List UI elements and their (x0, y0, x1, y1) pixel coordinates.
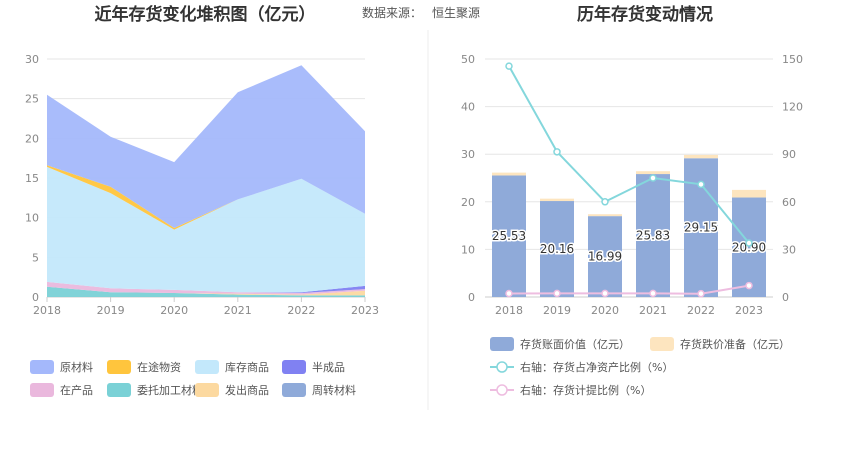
y-left-tick-label: 10 (461, 243, 475, 256)
legend-label: 委托加工材料 (137, 383, 203, 397)
line-series (508, 65, 750, 244)
legend-label: 库存商品 (225, 360, 269, 374)
x-tick-label: 2021 (224, 304, 252, 317)
line-point (745, 281, 753, 290)
legend-swatch (107, 360, 131, 374)
line-point (697, 289, 705, 298)
y-left-tick-label: 50 (461, 53, 475, 66)
area-series (47, 166, 365, 293)
x-tick-label: 2019 (97, 304, 125, 317)
legend-label: 半成品 (312, 360, 345, 374)
bar-impairment (588, 214, 622, 217)
legend-label: 右轴：存货计提比例（%） (520, 383, 651, 397)
bar-impairment (684, 154, 718, 159)
bar-value-label: 20.16 (540, 242, 574, 256)
legend-label: 在途物资 (137, 360, 181, 374)
data-source-name: 恒生聚源 (432, 6, 480, 20)
bar-impairment (732, 189, 766, 198)
x-tick-label: 2018 (33, 304, 61, 317)
y-tick-label: 0 (32, 291, 39, 304)
bar-book-value (588, 216, 622, 297)
bar-impairment (636, 171, 670, 175)
legend-swatch (650, 337, 674, 351)
y-left-tick-label: 0 (468, 291, 475, 304)
x-tick-label: 2019 (543, 304, 571, 317)
legend-label: 发出商品 (225, 383, 269, 397)
x-tick-label: 2020 (591, 304, 619, 317)
x-tick-label: 2023 (735, 304, 763, 317)
bar-impairment (540, 198, 574, 202)
legend-swatch (282, 383, 306, 397)
line-point (601, 198, 609, 206)
y-right-tick-label: 120 (782, 101, 803, 114)
legend-swatch (490, 337, 514, 351)
bar-book-value (492, 175, 526, 297)
line-point (601, 289, 609, 298)
line-point (649, 174, 657, 182)
bar-line-chart: 0 0 10 30 20 60 30 90 40 120 50 150 25.53 2018 20.16 20… (461, 53, 803, 397)
y-right-tick-label: 150 (782, 53, 803, 66)
legend-swatch (30, 360, 54, 374)
y-right-tick-label: 60 (782, 196, 796, 209)
legend-label: 周转材料 (312, 383, 356, 397)
y-tick-label: 30 (25, 53, 39, 66)
data-source-label: 数据来源： (362, 5, 422, 20)
legend-label: 存货账面价值（亿元） (520, 337, 630, 351)
x-tick-label: 2022 (287, 304, 315, 317)
x-tick-label: 2018 (495, 304, 523, 317)
line-series (508, 284, 750, 295)
line-point (745, 239, 753, 247)
stacked-area-chart: 0510152025302018 2019 2020 2021 2022 2023原材料在… (25, 53, 379, 397)
y-right-tick-label: 30 (782, 243, 796, 256)
legend-label: 原材料 (60, 360, 93, 374)
x-tick-label: 2021 (639, 304, 667, 317)
bar-value-label: 25.83 (636, 229, 670, 243)
bar-book-value (732, 197, 766, 297)
y-right-tick-label: 0 (782, 291, 789, 304)
bar-value-label: 29.15 (684, 221, 718, 235)
y-left-tick-label: 30 (461, 148, 475, 161)
legend-label: 在产品 (60, 383, 93, 397)
legend-label: 存货跌价准备（亿元） (680, 337, 790, 351)
bar-value-label: 20.90 (732, 240, 766, 254)
left-chart-title: 近年存货变化堆积图（亿元） (95, 4, 316, 25)
y-tick-label: 5 (32, 251, 39, 264)
legend-swatch (30, 383, 54, 397)
y-right-tick-label: 90 (782, 148, 796, 161)
line-point (553, 289, 561, 298)
legend-swatch (195, 360, 219, 374)
legend-line-marker (496, 384, 508, 396)
bar-book-value (636, 174, 670, 297)
y-left-tick-label: 40 (461, 101, 475, 114)
legend-swatch (107, 383, 131, 397)
area-series (47, 286, 365, 297)
legend-swatch (282, 360, 306, 374)
line-point (505, 62, 513, 70)
line-point (553, 148, 561, 156)
y-tick-label: 15 (25, 172, 39, 185)
legend-line-marker (496, 361, 508, 373)
bar-book-value (540, 201, 574, 297)
x-tick-label: 2022 (687, 304, 715, 317)
bar-value-label: 25.53 (492, 229, 526, 243)
y-tick-label: 20 (25, 132, 39, 145)
line-point (697, 180, 705, 189)
right-chart-title: 历年存货变动情况 (577, 4, 713, 25)
line-point (505, 289, 513, 298)
area-series (47, 281, 365, 295)
bar-value-label: 16.99 (588, 250, 622, 264)
area-series (47, 65, 365, 228)
legend-label: 右轴：存货占净资产比例（%） (520, 360, 673, 374)
y-left-tick-label: 20 (461, 196, 475, 209)
x-tick-label: 2020 (160, 304, 188, 317)
y-tick-label: 25 (25, 93, 39, 106)
legend-swatch (195, 383, 219, 397)
x-tick-label: 2023 (351, 304, 379, 317)
bar-impairment (492, 172, 526, 176)
line-point (649, 289, 657, 298)
y-tick-label: 10 (25, 212, 39, 225)
area-series (47, 286, 365, 296)
